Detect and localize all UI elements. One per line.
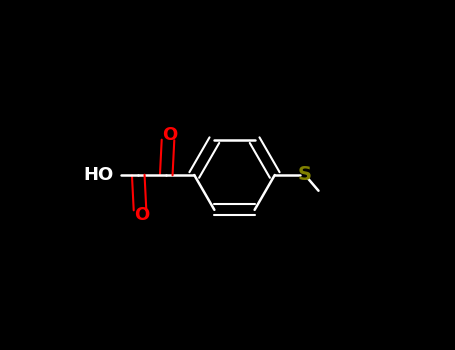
Text: O: O: [134, 206, 149, 224]
Text: O: O: [162, 126, 177, 144]
Text: S: S: [298, 166, 312, 184]
Text: HO: HO: [84, 166, 114, 184]
